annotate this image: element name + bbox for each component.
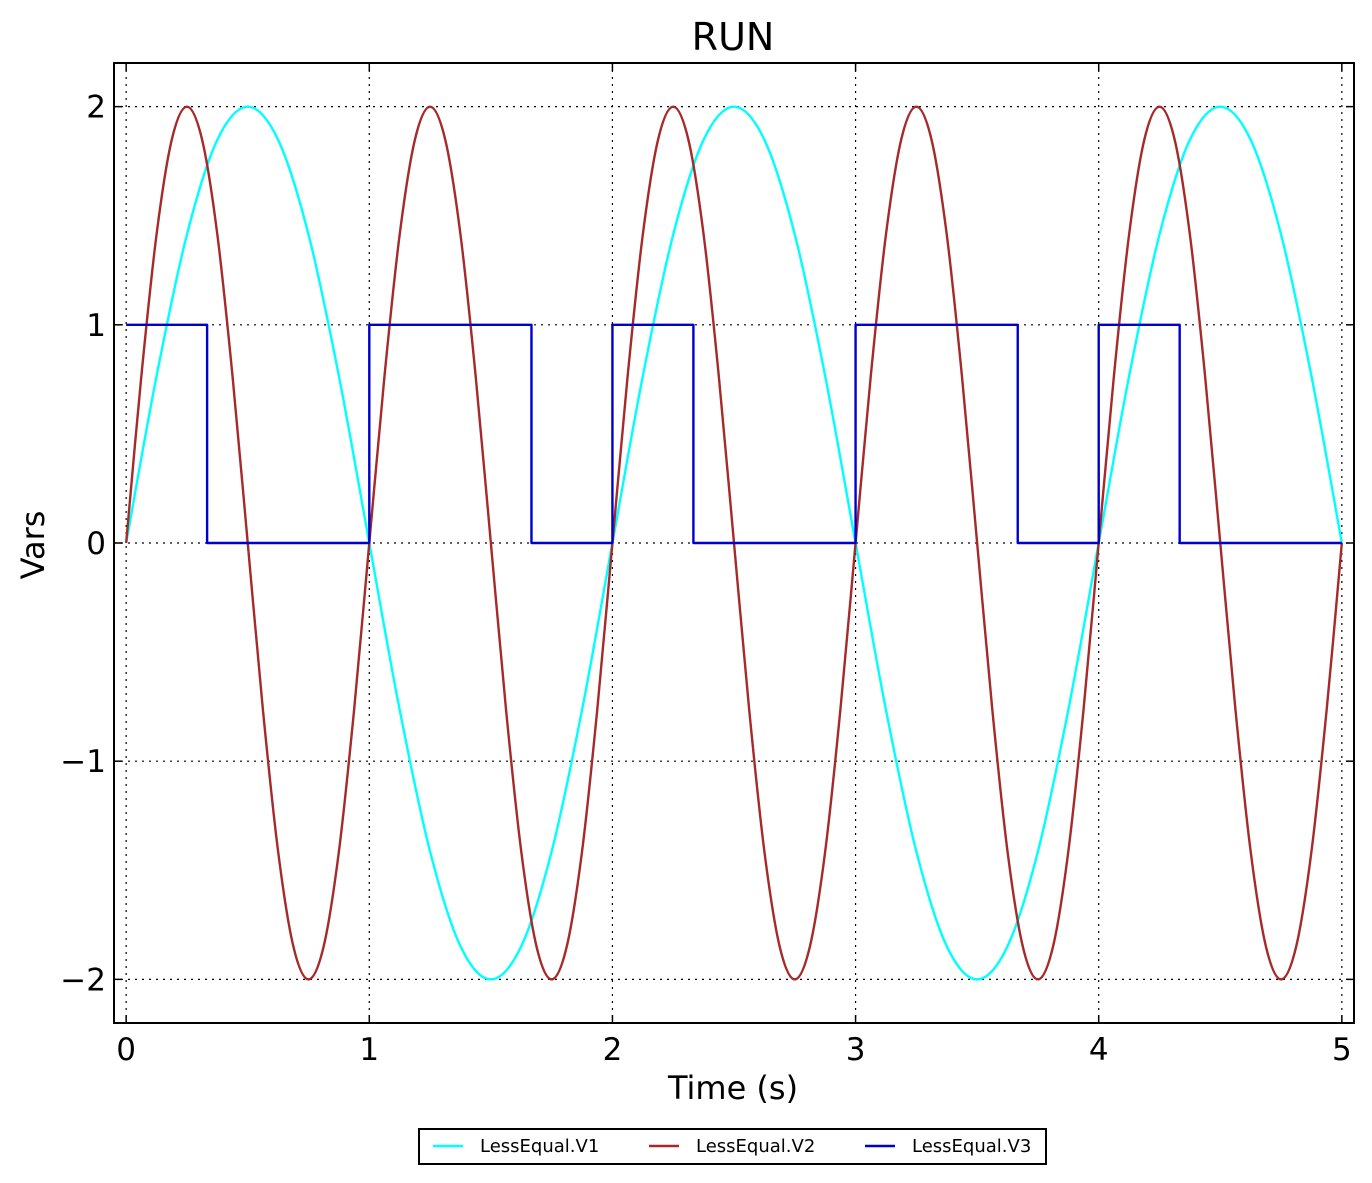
legend-box xyxy=(418,1128,1047,1165)
y-tick-label: −2 xyxy=(60,962,106,998)
x-tick-label: 2 xyxy=(603,1032,623,1068)
x-axis-title: Time (s) xyxy=(667,1069,798,1107)
y-axis-title: Vars xyxy=(14,511,52,580)
legend: LessEqual.V1 LessEqual.V2 LessEqual.V3 xyxy=(418,1128,1047,1165)
legend-label-3: LessEqual.V3 xyxy=(912,1136,1031,1157)
grid xyxy=(114,63,1354,1023)
x-tick-label: 5 xyxy=(1332,1032,1352,1068)
x-tick-label: 3 xyxy=(846,1032,866,1068)
tick-labels: 0 1 2 3 4 5 −2 −1 0 1 2 xyxy=(60,90,1351,1068)
y-tick-label: 0 xyxy=(86,526,106,562)
series-layer xyxy=(124,105,1344,981)
y-tick-label: −1 xyxy=(60,744,106,780)
ticks xyxy=(114,63,1354,1023)
series-line-3 xyxy=(126,323,1342,545)
legend-label-1: LessEqual.V1 xyxy=(480,1136,599,1157)
x-tick-label: 1 xyxy=(359,1032,379,1068)
x-tick-label: 4 xyxy=(1089,1032,1109,1068)
chart-title: RUN xyxy=(692,15,775,59)
series-line-1 xyxy=(124,105,1344,981)
x-tick-label: 0 xyxy=(116,1032,136,1068)
legend-label-2: LessEqual.V2 xyxy=(696,1136,815,1157)
y-tick-label: 2 xyxy=(86,90,106,126)
y-tick-label: 1 xyxy=(86,308,106,344)
